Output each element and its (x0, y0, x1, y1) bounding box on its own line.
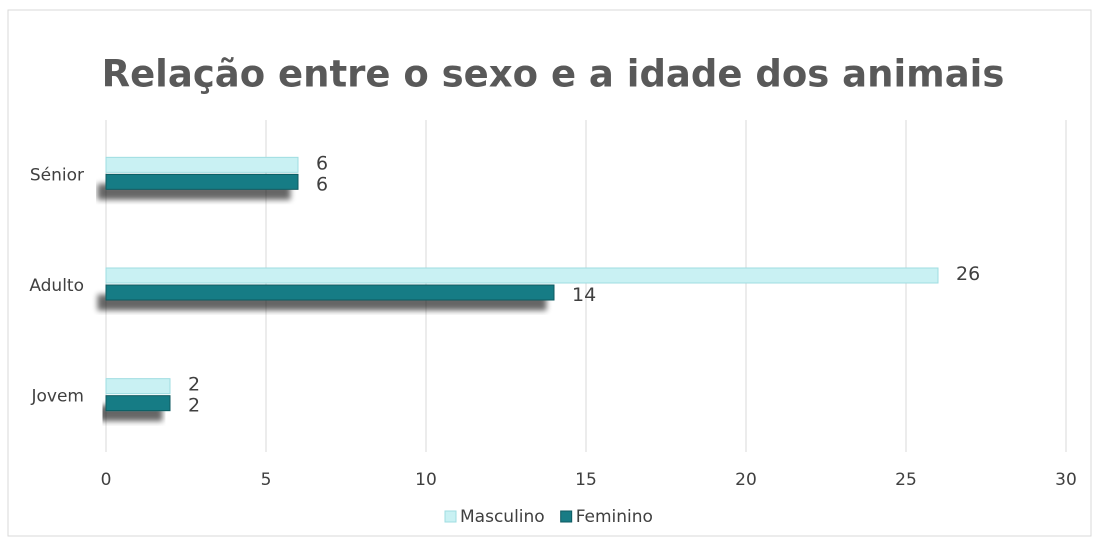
data-label: 14 (572, 284, 596, 306)
data-label: 26 (956, 263, 980, 285)
bar (105, 267, 939, 284)
x-tick-label: 5 (261, 470, 272, 490)
x-tick-label: 15 (575, 470, 597, 490)
y-tick-label: Jovem (31, 387, 85, 407)
bar (105, 284, 555, 301)
x-tick-label: 0 (101, 470, 112, 490)
y-tick-label: Adulto (29, 276, 84, 296)
x-tick-label: 10 (415, 470, 437, 490)
bar (105, 378, 171, 395)
bar (105, 156, 299, 173)
data-label: 2 (188, 395, 200, 417)
data-label: 2 (188, 374, 200, 396)
data-label: 6 (316, 152, 328, 174)
data-label: 6 (316, 173, 328, 195)
legend-label: Masculino (460, 507, 545, 527)
x-tick-label: 20 (735, 470, 757, 490)
x-tick-label: 25 (895, 470, 917, 490)
x-tick-label: 30 (1055, 470, 1077, 490)
y-tick-label: Sénior (30, 165, 84, 185)
bar (105, 395, 171, 412)
bar (105, 173, 299, 190)
legend-swatch (560, 510, 573, 523)
chart-title: Relação entre o sexo e a idade dos anima… (102, 53, 1005, 96)
legend-swatch (444, 510, 457, 523)
legend-label: Feminino (576, 507, 653, 527)
